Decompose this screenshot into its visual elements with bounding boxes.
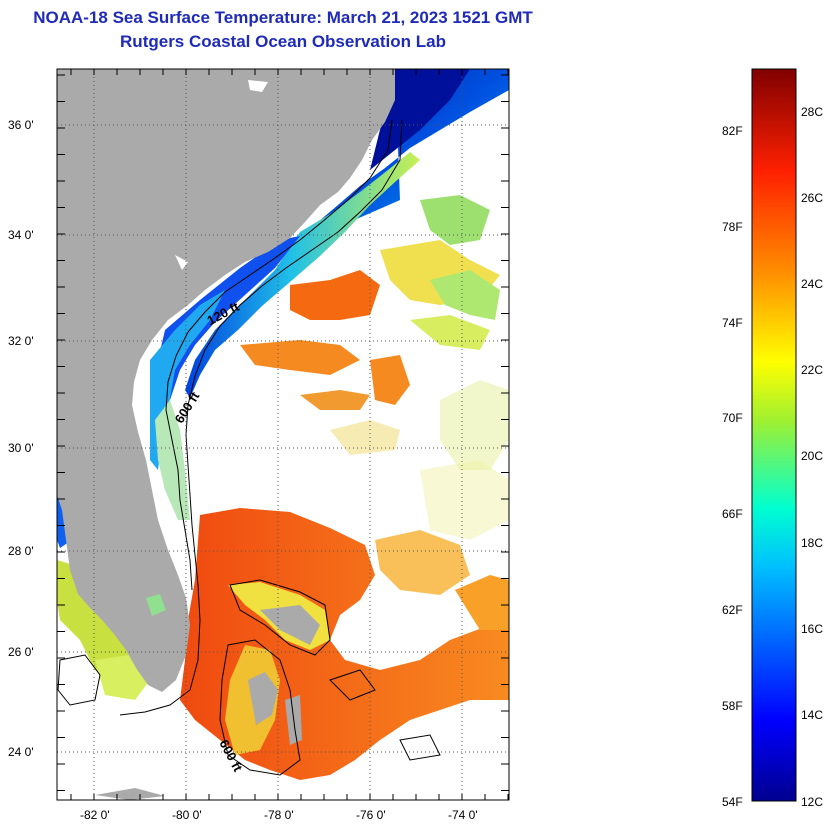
colorbar-f-label: 66F [722,507,743,521]
colorbar-f-label: 54F [722,795,743,809]
colorbar-c-label: 22C [801,363,824,377]
chart-title: NOAA-18 Sea Surface Temperature: March 2… [33,8,533,27]
colorbar-f-label: 70F [722,411,743,425]
land-mass [57,69,395,692]
colorbar-f-label: 78F [722,220,743,234]
colorbar-c-label: 24C [801,277,824,291]
contour-600ft [119,119,403,716]
lat-label: 34 0' [8,228,34,242]
colorbar-c-label: 20C [801,449,824,463]
lat-label: 30 0' [8,441,34,455]
green-patch-ne [420,195,490,245]
colorbar-f-label: 74F [722,316,743,330]
lon-label: -82 0' [80,808,110,822]
colorbar-gradient [751,68,797,802]
colorbar-c-label: 28C [801,105,824,119]
chart-subtitle: Rutgers Coastal Ocean Observation Lab [120,32,446,51]
lon-label: -78 0' [264,808,294,822]
lat-label: 28 0' [8,544,34,558]
colorbar-c-label: 14C [801,708,824,722]
colorbar-c-label: 18C [801,536,824,550]
lon-label: -74 0' [448,808,478,822]
shelf-band [185,152,420,398]
colorbar-c-label: 12C [801,795,824,809]
colorbar-c-label: 16C [801,622,824,636]
lon-label: -80 0' [172,808,202,822]
map-frame [56,68,510,801]
lon-label: -76 0' [356,808,386,822]
lat-label: 32 0' [8,334,34,348]
lat-label: 24 0' [8,745,34,759]
lat-label: 36 0' [8,118,34,132]
colorbar-f-label: 62F [722,603,743,617]
colorbar-f-label: 82F [722,124,743,138]
colorbar-f-label: 58F [722,699,743,713]
lat-label: 26 0' [8,645,34,659]
contour-120ft [165,119,393,591]
colorbar-c-label: 26C [801,191,824,205]
